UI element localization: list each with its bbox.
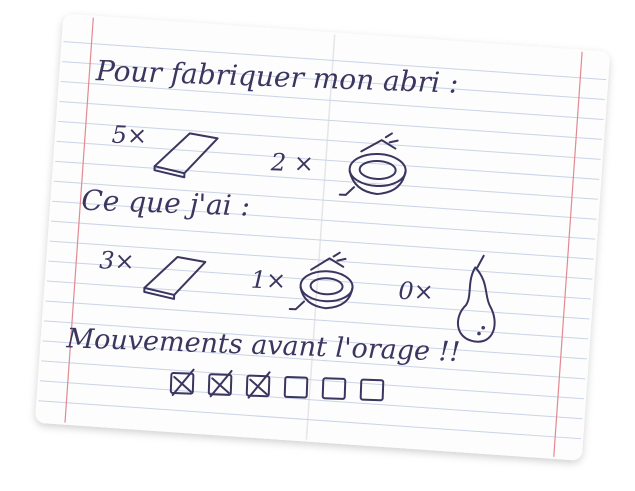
- ruled-line: [38, 400, 582, 440]
- ruled-line: [52, 200, 596, 240]
- have-pear-qty: 0×: [398, 277, 434, 306]
- ruled-line: [63, 41, 607, 81]
- move-box-empty: [359, 378, 385, 402]
- page-fold: [305, 34, 336, 440]
- ruled-line: [50, 220, 594, 260]
- ruled-line: [48, 260, 591, 300]
- left-margin-line: [64, 17, 94, 423]
- notebook-page: [35, 14, 610, 461]
- ruled-line: [60, 81, 604, 120]
- ruled-line: [53, 180, 597, 220]
- move-boxes: [169, 368, 385, 402]
- ruled-line: [45, 300, 589, 340]
- rope-coil-icon: [288, 251, 354, 311]
- ruled-line: [41, 360, 584, 400]
- plank-icon: [153, 132, 219, 179]
- plank-icon: [143, 256, 207, 300]
- required-rope-qty: 2 ×: [269, 148, 314, 178]
- ruled-line: [42, 340, 586, 380]
- ruled-lines: [38, 41, 607, 440]
- have-planks-qty: 3×: [99, 246, 135, 275]
- have-label: Ce que j'ai :: [81, 184, 251, 223]
- have-rope-qty: 1×: [250, 266, 286, 295]
- move-box-empty: [321, 377, 347, 400]
- ruled-line: [57, 120, 601, 160]
- ruled-line: [59, 100, 603, 140]
- right-margin-line: [553, 51, 583, 457]
- move-box-empty: [283, 375, 309, 399]
- ruled-line: [55, 160, 598, 200]
- move-box-checked: [169, 368, 195, 396]
- pear-icon: [457, 254, 496, 343]
- move-box-checked: [207, 369, 233, 398]
- move-box-checked: [245, 371, 271, 399]
- ruled-line: [56, 140, 600, 180]
- ruled-line: [43, 320, 587, 360]
- ruled-line: [49, 240, 593, 280]
- rope-coil-icon: [338, 132, 407, 196]
- ruled-line: [62, 61, 605, 101]
- required-planks-qty: 5×: [111, 121, 147, 150]
- ruled-line: [39, 380, 583, 420]
